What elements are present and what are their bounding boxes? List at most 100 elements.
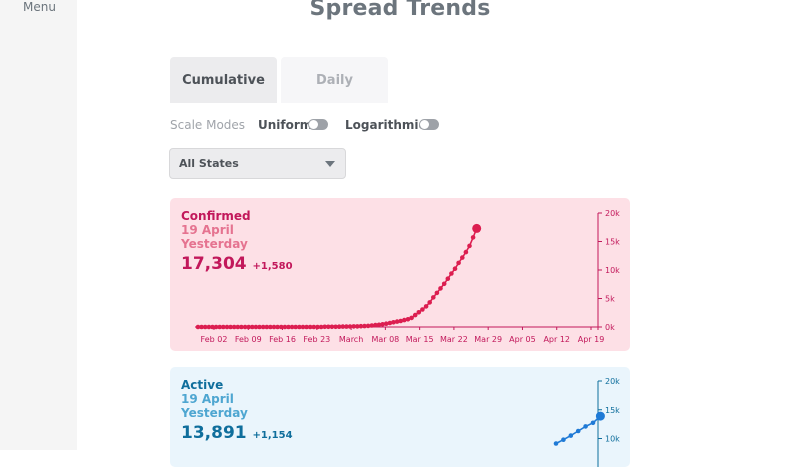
y-tick-label: 15k <box>605 406 620 415</box>
data-point <box>246 324 251 330</box>
data-point <box>307 324 313 330</box>
uniform-toggle[interactable] <box>308 119 328 130</box>
data-point <box>347 324 353 329</box>
confirmed-chart: 20k 15k 10k 5k 0k Feb 02 Feb 09 Feb 16 Feb 23 Mar… <box>195 209 620 344</box>
data-point <box>333 324 338 330</box>
data-point <box>449 271 454 276</box>
uniform-label: Uniform <box>258 118 313 132</box>
data-point <box>467 243 472 249</box>
state-select[interactable]: All States <box>169 148 346 179</box>
tab-daily[interactable]: Daily <box>281 57 388 103</box>
data-point <box>456 260 461 266</box>
data-point <box>362 323 367 329</box>
x-tick-label: Apr 19 <box>578 335 605 344</box>
data-point <box>387 320 393 326</box>
data-point <box>304 324 309 330</box>
confirmed-card[interactable]: Confirmed 19 April Yesterday 17,304 +1,5… <box>170 198 630 351</box>
data-point <box>293 324 298 330</box>
confirmed-value-row: 17,304 +1,580 <box>181 253 293 278</box>
y-tick-label: 20k <box>605 209 620 218</box>
toggle-knob <box>309 120 318 129</box>
logarithmic-toggle[interactable] <box>419 119 439 130</box>
chevron-down-icon <box>325 161 335 167</box>
data-point <box>373 322 378 328</box>
x-tick-label: Feb 02 <box>201 335 228 344</box>
data-point <box>355 324 360 329</box>
data-point <box>279 324 284 330</box>
data-point <box>398 318 403 324</box>
data-point <box>257 324 262 330</box>
active-chart: 20k 15k 10k <box>553 377 620 467</box>
active-day: Yesterday <box>181 406 248 420</box>
x-tick-label: Mar 08 <box>371 335 399 344</box>
data-point <box>289 324 295 330</box>
data-point <box>260 324 266 330</box>
data-point <box>231 324 237 330</box>
confirmed-day: Yesterday <box>181 237 248 251</box>
data-point <box>434 290 440 296</box>
data-point <box>568 433 574 438</box>
data-point <box>300 324 306 330</box>
y-tick-label: 10k <box>605 435 620 444</box>
data-point <box>394 319 400 324</box>
data-point <box>583 424 588 429</box>
data-point <box>590 420 596 426</box>
data-point <box>561 437 566 442</box>
data-point <box>383 321 389 326</box>
data-point <box>460 255 465 260</box>
data-point <box>195 324 201 330</box>
data-point <box>206 324 212 330</box>
confirmed-delta: +1,580 <box>252 261 293 272</box>
data-point <box>416 310 422 315</box>
logarithmic-label: Logarithmic <box>345 118 426 132</box>
data-point <box>445 276 451 281</box>
data-point <box>315 324 320 330</box>
data-point <box>297 324 302 330</box>
page-title: Spread Trends <box>309 0 491 21</box>
confirmed-title: Confirmed <box>181 209 251 223</box>
data-point <box>470 235 476 240</box>
data-point <box>282 324 288 330</box>
data-point <box>575 428 581 434</box>
menu-button[interactable]: Menu <box>23 0 56 14</box>
y-tick-label: 10k <box>605 266 620 275</box>
data-point <box>452 266 458 271</box>
data-point <box>365 323 371 329</box>
data-point <box>427 300 433 305</box>
scale-modes-label: Scale Modes <box>170 118 246 132</box>
state-select-value: All States <box>179 157 239 170</box>
y-tick-label: 15k <box>605 238 620 247</box>
data-point <box>336 324 342 329</box>
confirmed-summary: Confirmed 19 April Yesterday 17,304 +1,5… <box>181 209 293 278</box>
data-point <box>253 324 259 330</box>
x-tick-label: Mar 29 <box>474 335 502 344</box>
data-point <box>376 322 382 328</box>
data-point <box>242 324 248 330</box>
x-tick-label: Feb 23 <box>303 335 330 344</box>
data-point <box>326 324 331 330</box>
x-tick-label: Apr 05 <box>509 335 536 344</box>
data-point <box>380 322 385 327</box>
data-point <box>202 324 208 330</box>
data-point <box>351 324 356 329</box>
data-point <box>329 324 335 330</box>
data-point <box>264 324 270 330</box>
active-title: Active <box>181 378 224 392</box>
data-point <box>228 324 233 330</box>
data-point <box>268 324 273 330</box>
tab-cumulative[interactable]: Cumulative <box>170 57 277 103</box>
data-point <box>553 441 559 446</box>
data-point <box>344 324 349 329</box>
x-tick-label: Feb 09 <box>235 335 262 344</box>
data-point <box>420 307 425 312</box>
x-tick-label: Mar 22 <box>440 335 468 344</box>
data-point <box>405 317 411 322</box>
data-point <box>239 324 244 330</box>
active-card[interactable]: Active 19 April Yesterday 13,891 +1,154 … <box>170 367 630 467</box>
data-point <box>318 324 324 330</box>
x-tick-label: Feb 16 <box>269 335 296 344</box>
active-summary: Active 19 April Yesterday 13,891 +1,154 <box>181 378 293 447</box>
data-point <box>438 286 443 291</box>
confirmed-date: 19 April <box>181 223 234 237</box>
data-point <box>391 320 396 325</box>
